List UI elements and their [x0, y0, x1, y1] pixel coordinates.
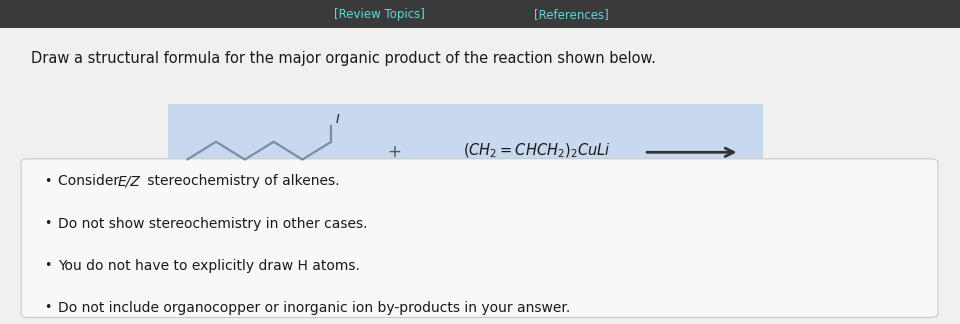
- Text: I: I: [336, 112, 340, 125]
- Text: $(CH_2{=}CHCH_2)_2CuLi$: $(CH_2{=}CHCH_2)_2CuLi$: [463, 141, 611, 159]
- Text: •: •: [44, 301, 52, 314]
- Text: •: •: [44, 259, 52, 272]
- Text: Do not show stereochemistry in other cases.: Do not show stereochemistry in other cas…: [58, 216, 367, 231]
- Text: +: +: [387, 143, 401, 161]
- Text: •: •: [44, 175, 52, 188]
- Text: Do not include organocopper or inorganic ion by-products in your answer.: Do not include organocopper or inorganic…: [58, 301, 570, 315]
- Text: Consider: Consider: [58, 174, 123, 189]
- Text: Draw a structural formula for the major organic product of the reaction shown be: Draw a structural formula for the major …: [31, 51, 656, 66]
- FancyBboxPatch shape: [21, 159, 938, 318]
- FancyBboxPatch shape: [168, 104, 763, 201]
- Text: You do not have to explicitly draw H atoms.: You do not have to explicitly draw H ato…: [58, 259, 359, 273]
- Text: [References]: [References]: [534, 8, 609, 21]
- Text: stereochemistry of alkenes.: stereochemistry of alkenes.: [143, 174, 340, 189]
- Text: •: •: [44, 217, 52, 230]
- FancyBboxPatch shape: [0, 28, 960, 324]
- Text: E/Z: E/Z: [118, 174, 141, 189]
- FancyBboxPatch shape: [0, 0, 960, 28]
- Text: [Review Topics]: [Review Topics]: [334, 8, 424, 21]
